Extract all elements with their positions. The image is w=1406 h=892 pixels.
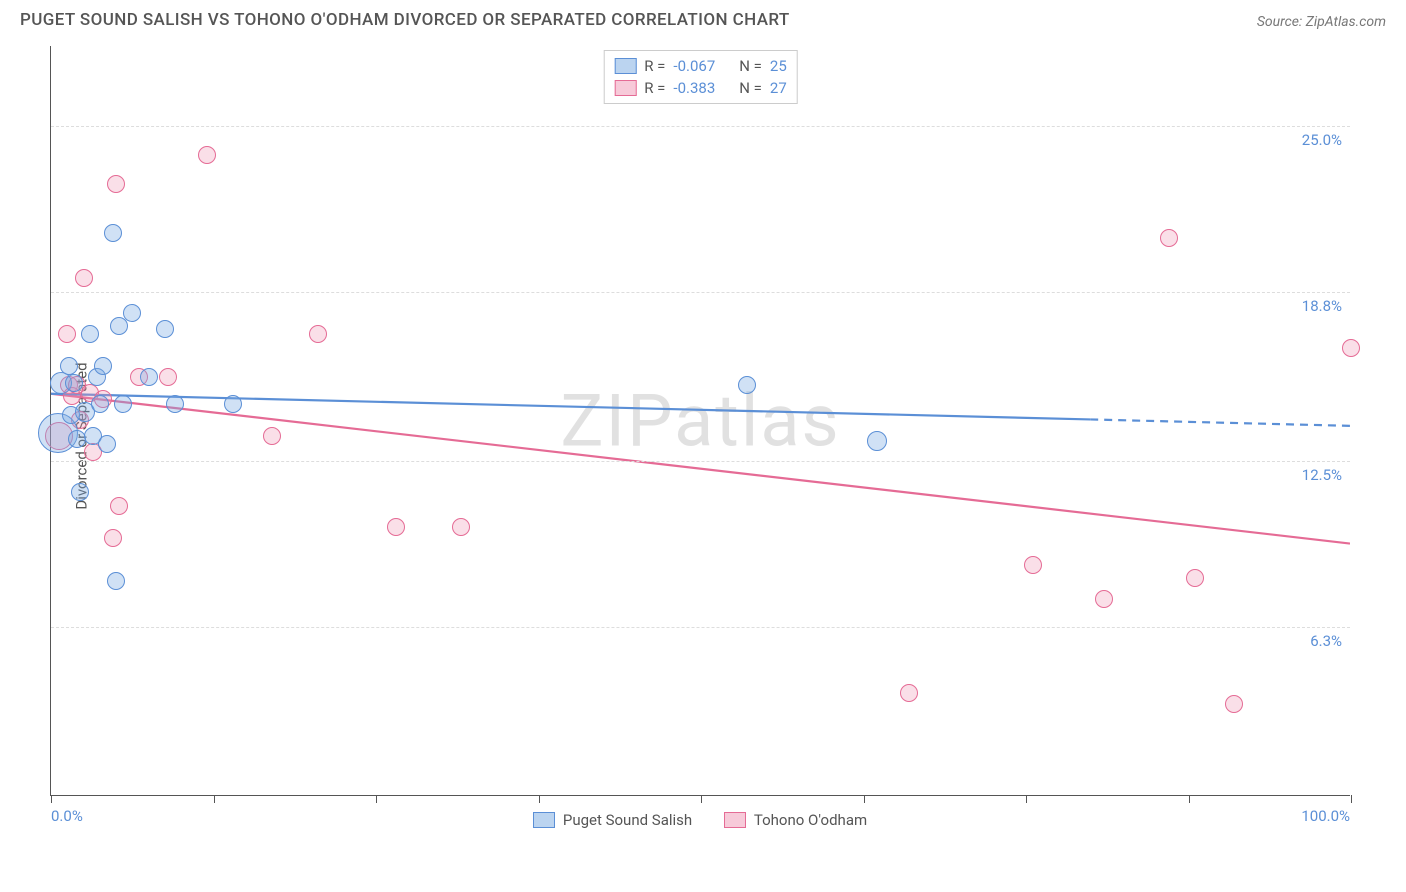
trend-line xyxy=(51,394,1090,420)
legend-item-a: Puget Sound Salish xyxy=(533,811,692,829)
y-tick-label: 12.5% xyxy=(1302,466,1342,484)
swatch-series-a xyxy=(614,58,636,74)
x-tick xyxy=(214,795,215,803)
data-point xyxy=(91,395,109,413)
data-point xyxy=(867,431,887,451)
data-point xyxy=(224,395,242,413)
data-point xyxy=(107,572,125,590)
data-point xyxy=(156,320,174,338)
r-label: R = xyxy=(644,79,665,97)
x-tick xyxy=(376,795,377,803)
legend-row-a: R = -0.067 N = 25 xyxy=(614,55,787,77)
n-label: N = xyxy=(739,57,762,75)
data-point xyxy=(309,325,327,343)
trend-line xyxy=(51,394,1350,544)
data-point xyxy=(166,395,184,413)
x-tick xyxy=(1351,795,1352,803)
x-tick xyxy=(539,795,540,803)
data-point xyxy=(94,357,112,375)
gridline xyxy=(51,461,1350,462)
chart-area: Divorced or Separated ZIPatlas R = -0.06… xyxy=(0,36,1406,836)
data-point xyxy=(263,427,281,445)
plot-region: ZIPatlas R = -0.067 N = 25 R = -0.383 N … xyxy=(50,46,1350,796)
legend-row-b: R = -0.383 N = 27 xyxy=(614,77,787,99)
legend-item-b: Tohono O'odham xyxy=(724,811,867,829)
gridline xyxy=(51,126,1350,127)
data-point xyxy=(1186,569,1204,587)
data-point xyxy=(75,269,93,287)
data-point xyxy=(159,368,177,386)
data-point xyxy=(58,325,76,343)
data-point xyxy=(900,684,918,702)
legend-label-b: Tohono O'odham xyxy=(754,811,867,829)
data-point xyxy=(71,483,89,501)
series-legend: Puget Sound Salish Tohono O'odham xyxy=(50,811,1350,832)
gridline xyxy=(51,292,1350,293)
x-tick xyxy=(51,795,52,803)
data-point xyxy=(1225,695,1243,713)
data-point xyxy=(98,435,116,453)
data-point xyxy=(110,497,128,515)
data-point xyxy=(198,146,216,164)
x-tick xyxy=(1189,795,1190,803)
data-point xyxy=(1160,229,1178,247)
correlation-legend: R = -0.067 N = 25 R = -0.383 N = 27 xyxy=(603,50,798,104)
x-tick xyxy=(864,795,865,803)
data-point xyxy=(114,395,132,413)
r-label: R = xyxy=(644,57,665,75)
data-point xyxy=(738,376,756,394)
data-point xyxy=(387,518,405,536)
data-point xyxy=(1095,590,1113,608)
swatch-series-a xyxy=(533,812,555,828)
chart-header: PUGET SOUND SALISH VS TOHONO O'ODHAM DIV… xyxy=(0,0,1406,36)
data-point xyxy=(104,224,122,242)
data-point xyxy=(104,529,122,547)
swatch-series-b xyxy=(724,812,746,828)
trend-lines-svg xyxy=(51,46,1350,795)
legend-label-a: Puget Sound Salish xyxy=(563,811,692,829)
y-tick-label: 25.0% xyxy=(1302,131,1342,149)
data-point xyxy=(110,317,128,335)
data-point xyxy=(140,368,158,386)
y-tick-label: 6.3% xyxy=(1310,632,1342,650)
data-point xyxy=(65,374,83,392)
n-value-b: 27 xyxy=(770,79,787,97)
trend-line-extrapolated xyxy=(1090,419,1350,425)
n-label: N = xyxy=(739,79,762,97)
data-point xyxy=(1024,556,1042,574)
data-point xyxy=(81,325,99,343)
r-value-b: -0.383 xyxy=(673,79,715,97)
y-tick-label: 18.8% xyxy=(1302,297,1342,315)
data-point xyxy=(1342,339,1360,357)
data-point xyxy=(107,175,125,193)
data-point xyxy=(123,304,141,322)
n-value-a: 25 xyxy=(770,57,787,75)
r-value-a: -0.067 xyxy=(673,57,715,75)
data-point xyxy=(452,518,470,536)
swatch-series-b xyxy=(614,80,636,96)
chart-source: Source: ZipAtlas.com xyxy=(1257,14,1386,30)
chart-title: PUGET SOUND SALISH VS TOHONO O'ODHAM DIV… xyxy=(20,10,790,30)
gridline xyxy=(51,627,1350,628)
x-tick xyxy=(1026,795,1027,803)
watermark: ZIPatlas xyxy=(560,378,840,463)
x-tick xyxy=(701,795,702,803)
